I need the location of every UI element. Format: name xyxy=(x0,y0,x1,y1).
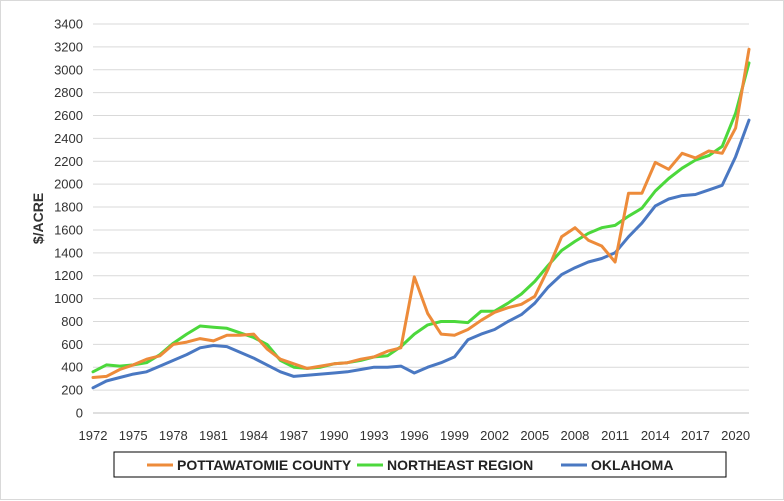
x-tick-label: 1999 xyxy=(440,428,469,443)
y-tick-label: 800 xyxy=(61,314,83,329)
y-tick-label: 3400 xyxy=(54,17,83,32)
y-tick-label: 2400 xyxy=(54,131,83,146)
y-tick-label: 600 xyxy=(61,337,83,352)
x-tick-label: 1990 xyxy=(320,428,349,443)
x-tick-label: 2017 xyxy=(681,428,710,443)
series-lines xyxy=(91,47,751,390)
y-axis-label: $/ACRE xyxy=(30,193,46,244)
x-tick-label: 1996 xyxy=(400,428,429,443)
y-tick-label: 1600 xyxy=(54,222,83,237)
x-tick-label: 1993 xyxy=(360,428,389,443)
y-tick-label: 200 xyxy=(61,383,83,398)
x-tick-label: 2020 xyxy=(721,428,750,443)
y-tick-label: 400 xyxy=(61,360,83,375)
x-tick-label: 1975 xyxy=(119,428,148,443)
x-tick-label: 2014 xyxy=(641,428,670,443)
x-tick-label: 2008 xyxy=(560,428,589,443)
legend-label: POTTAWATOMIE COUNTY xyxy=(177,457,352,473)
x-tick-label: 1987 xyxy=(279,428,308,443)
y-tick-label: 2200 xyxy=(54,154,83,169)
y-tick-label: 1400 xyxy=(54,245,83,260)
series-line-oklahoma xyxy=(91,118,751,390)
y-tick-label: 2600 xyxy=(54,108,83,123)
x-tick-label: 2011 xyxy=(601,428,629,443)
y-tick-label: 2800 xyxy=(54,85,83,100)
y-tick-label: 0 xyxy=(76,406,83,421)
x-tick-label: 2002 xyxy=(480,428,509,443)
legend-label: OKLAHOMA xyxy=(591,457,673,473)
series-line-northeast-region xyxy=(91,61,751,374)
y-tick-label: 2000 xyxy=(54,177,83,192)
y-tick-label: 1000 xyxy=(54,291,83,306)
x-tick-label: 1981 xyxy=(199,428,228,443)
y-tick-label: 3200 xyxy=(54,39,83,54)
legend-box xyxy=(113,451,727,478)
legend-label: NORTHEAST REGION xyxy=(387,457,533,473)
y-axis-ticks: 0 200 400 600 800 1000 1200 1400 1600 1800 2000 220… xyxy=(54,17,83,421)
x-tick-label: 2005 xyxy=(520,428,549,443)
y-tick-label: 1800 xyxy=(54,200,83,215)
x-tick-label: 1978 xyxy=(159,428,188,443)
x-axis-ticks: 1972 1975 1978 1981 1984 1987 1990 1993 1996 1999… xyxy=(79,428,751,443)
y-tick-label: 1200 xyxy=(54,268,83,283)
grid-lines xyxy=(93,23,749,391)
legend: POTTAWATOMIE COUNTY NORTHEAST REGION OKLAH… xyxy=(113,451,727,478)
x-tick-label: 1984 xyxy=(239,428,268,443)
x-tick-label: 1972 xyxy=(79,428,108,443)
y-tick-label: 3000 xyxy=(54,62,83,77)
series-line-pottawatomie-county xyxy=(91,47,751,379)
